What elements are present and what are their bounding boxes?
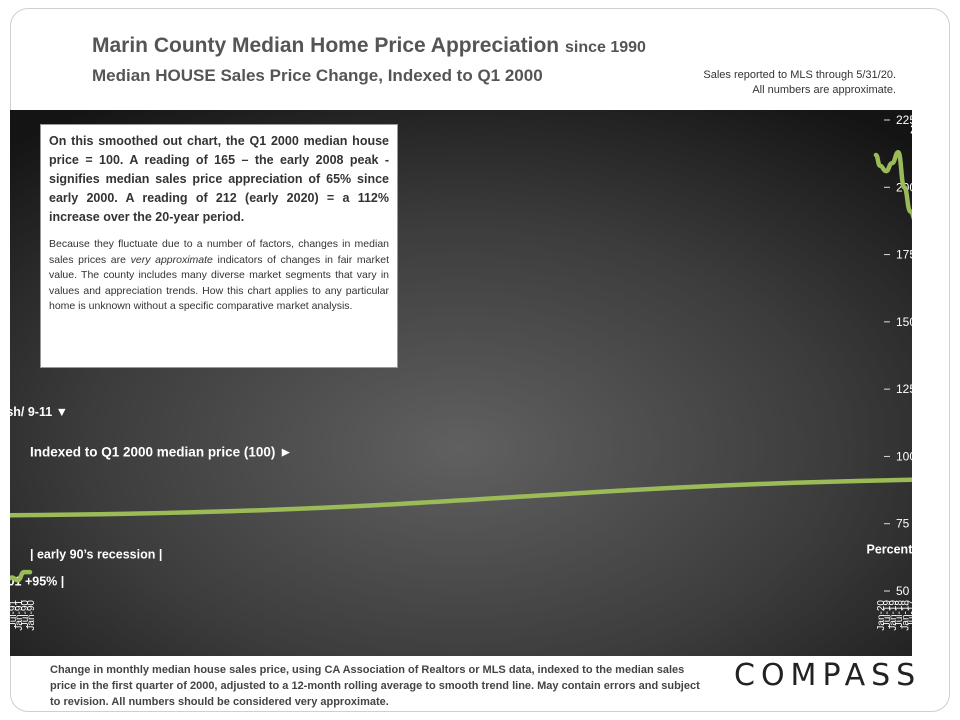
y-tick-label: 125 bbox=[896, 382, 912, 396]
explanation-disclaimer: Because they fluctuate due to a number o… bbox=[49, 237, 389, 315]
footer-note: Change in monthly median house sales pri… bbox=[50, 664, 700, 708]
x-tick-label: Jul-18 bbox=[894, 600, 905, 628]
compass-logo: COMPASS bbox=[734, 658, 922, 693]
annotation-text: 2018 bbox=[910, 122, 912, 136]
x-tick-label: Jan-20 bbox=[876, 600, 887, 631]
explanation-main-text: On this smoothed out chart, the Q1 2000 … bbox=[49, 134, 389, 224]
x-tick-label: Jan-90 bbox=[26, 600, 37, 631]
annotation-text: | 1995 – 2001 +95% | bbox=[10, 575, 64, 589]
x-tick-label: Jul-17 bbox=[906, 600, 912, 628]
y-tick-label: 175 bbox=[896, 248, 912, 262]
x-tick-label: Jan-19 bbox=[888, 600, 899, 631]
y-tick-label: 150 bbox=[896, 315, 912, 329]
x-tick-label: Jul-90 bbox=[20, 600, 31, 628]
title-suffix: since 1990 bbox=[564, 39, 646, 56]
annotation-text: | early 90’s recession | bbox=[30, 548, 162, 562]
x-tick-label: Jan-92 bbox=[10, 600, 13, 631]
x-tick-label: Jul-19 bbox=[882, 600, 893, 628]
x-tick-label: Jul-91 bbox=[10, 600, 19, 628]
disclaimer-part-2: indicators of changes in fair market val… bbox=[49, 253, 389, 313]
data-note: Sales reported to MLS through 5/31/20. A… bbox=[636, 68, 896, 98]
explanation-box: On this smoothed out chart, the Q1 2000 … bbox=[40, 124, 398, 368]
annotation-text: Percentage increases and declines are no… bbox=[867, 542, 912, 556]
y-tick-label: 100 bbox=[896, 449, 912, 463]
chart-title: Marin County Median Home Price Appreciat… bbox=[92, 34, 646, 58]
y-tick-label: 225 bbox=[896, 113, 912, 127]
annotation-text: dotcom crash/ 9-11 ▼ bbox=[10, 405, 68, 419]
annotation-text: Indexed to Q1 2000 median price (100) ► bbox=[30, 444, 292, 459]
title-text: Marin County Median Home Price Appreciat… bbox=[92, 34, 560, 57]
y-tick-label: 50 bbox=[896, 584, 910, 598]
x-tick-label: Jan-18 bbox=[900, 600, 911, 631]
disclaimer-part-1: Because they fluctuate due to a number o… bbox=[49, 238, 389, 266]
y-tick-label: 75 bbox=[896, 517, 910, 531]
data-note-line-1: Sales reported to MLS through 5/31/20. bbox=[703, 69, 896, 81]
disclaimer-italic: very approximate bbox=[130, 253, 213, 266]
data-note-line-2: All numbers are approximate. bbox=[752, 84, 896, 96]
x-tick-label: Jan-91 bbox=[14, 600, 25, 631]
chart-subtitle: Median HOUSE Sales Price Change, Indexed… bbox=[92, 66, 543, 85]
